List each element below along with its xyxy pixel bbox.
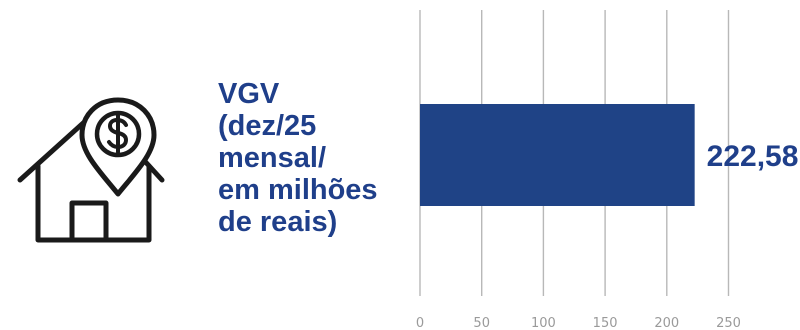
x-tick-label: 200 (654, 316, 679, 330)
x-tick-label: 250 (716, 316, 741, 330)
bars (420, 104, 695, 206)
bar-value-label: 222,58 (707, 140, 799, 173)
chart-label: VGV (dez/25 mensal/ em milhões de reais) (218, 78, 408, 238)
x-tick-label: 0 (416, 316, 424, 330)
label-line-4: em milhões (218, 174, 378, 206)
label-line-1: VGV (218, 78, 280, 110)
tick-labels: 0 50 100 150 200 250 (416, 316, 741, 330)
label-line-2: (dez/25 (218, 110, 317, 142)
x-tick-label: 150 (593, 316, 618, 330)
bar (420, 104, 695, 206)
label-line-5: de reais) (218, 206, 338, 238)
x-tick-label: 50 (473, 316, 490, 330)
label-line-3: mensal/ (218, 142, 326, 174)
value-labels: 222,58 (707, 140, 799, 173)
x-tick-label: 100 (531, 316, 556, 330)
house-money-pin-icon (17, 97, 165, 243)
